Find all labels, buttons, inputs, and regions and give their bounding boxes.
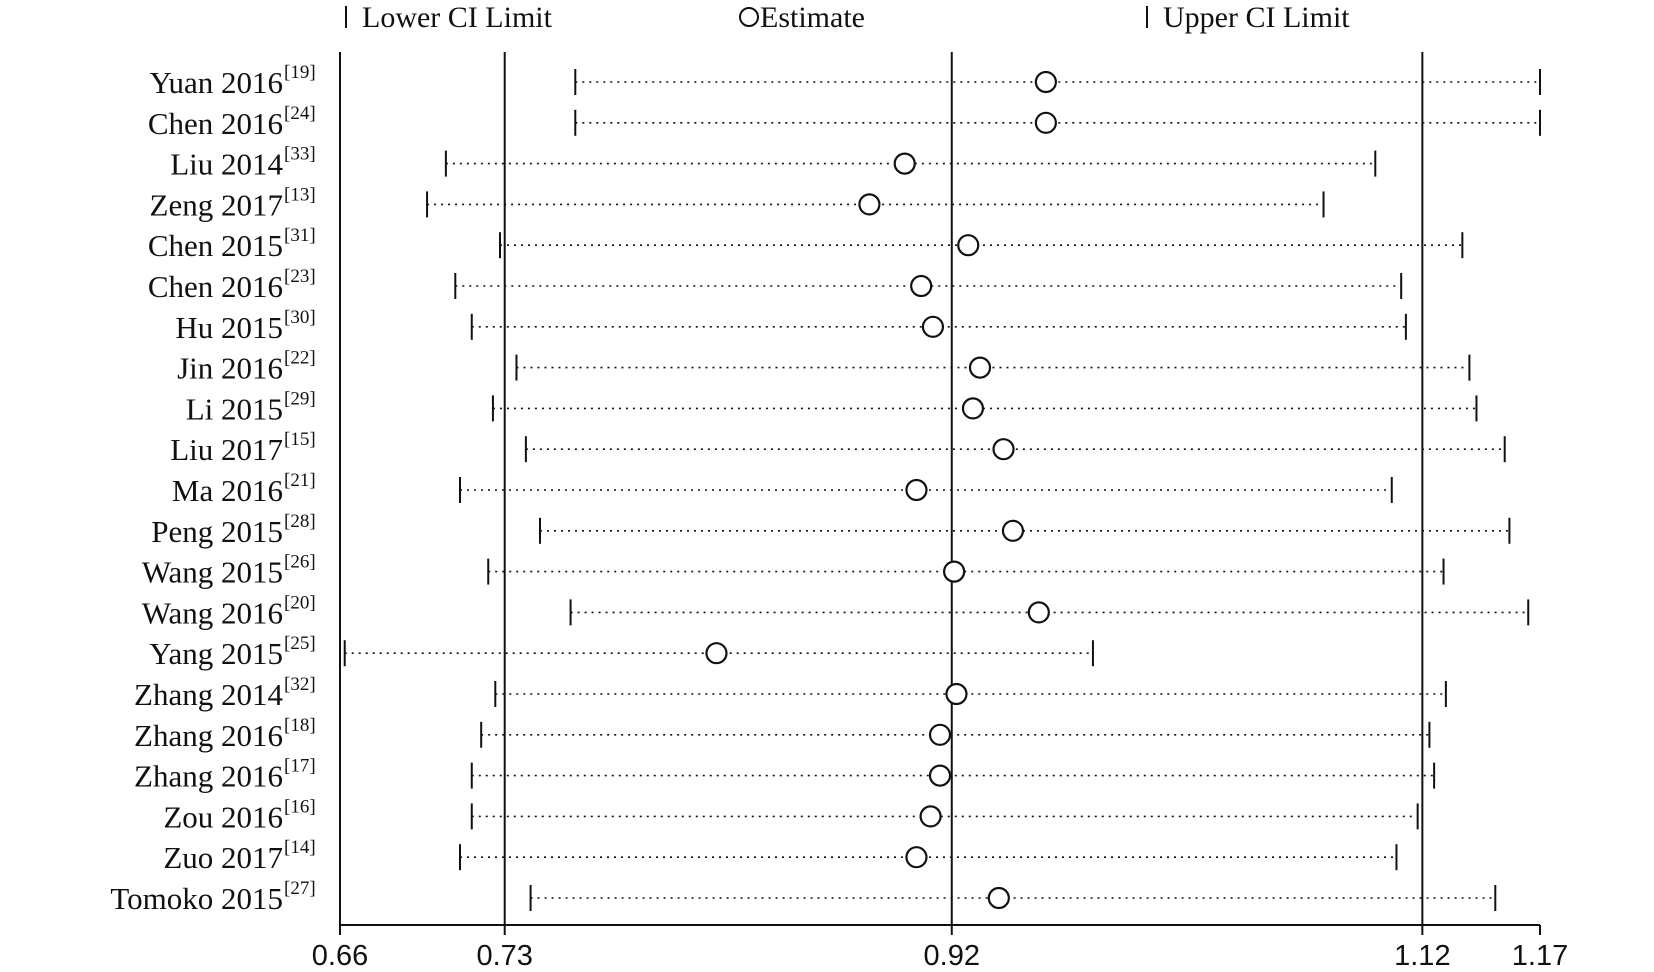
estimate-marker-14 (705, 642, 728, 665)
study-label-8: Li 2015 (186, 391, 283, 426)
legend-lower-label: Lower CI Limit (362, 1, 553, 34)
study-ref-7: [22] (284, 348, 316, 369)
study-label-13: Wang 2016 (142, 595, 283, 630)
estimate-marker-7 (968, 356, 992, 379)
study-label-6: Hu 2015 (175, 310, 283, 345)
study-label-4: Chen 2015 (148, 228, 283, 263)
study-ref-15: [32] (284, 674, 316, 695)
study-ref-10: [21] (284, 470, 316, 491)
legend-estimate-marker (739, 7, 759, 27)
study-ref-5: [23] (284, 266, 316, 287)
study-ref-1: [24] (284, 103, 316, 124)
study-label-9: Liu 2017 (170, 432, 283, 467)
estimate-marker-17 (928, 764, 952, 787)
estimate-marker-11 (1001, 519, 1025, 542)
study-ref-12: [26] (284, 552, 316, 573)
estimate-marker-19 (905, 846, 928, 869)
estimate-marker-20 (987, 886, 1010, 910)
study-label-11: Peng 2015 (151, 514, 283, 549)
estimate-marker-12 (943, 560, 966, 583)
estimate-marker-10 (905, 478, 928, 502)
legend-estimate-label: Estimate (760, 1, 865, 34)
study-ref-14: [25] (284, 633, 316, 654)
estimate-marker-16 (928, 723, 952, 746)
study-ref-8: [29] (284, 388, 316, 409)
study-label-17: Zhang 2016 (134, 759, 283, 794)
study-ref-20: [27] (284, 878, 316, 899)
estimate-marker-0 (1034, 70, 1057, 94)
estimate-marker-18 (919, 805, 942, 828)
estimate-marker-4 (957, 234, 980, 257)
estimate-marker-2 (893, 152, 916, 175)
study-label-14: Yang 2015 (149, 636, 283, 671)
x-tick-label-4: 1.17 (1512, 940, 1568, 972)
study-ref-11: [28] (284, 511, 316, 532)
estimate-marker-6 (921, 315, 945, 338)
study-label-0: Yuan 2016 (150, 65, 283, 100)
x-tick-label-3: 1.12 (1394, 940, 1450, 972)
study-label-10: Ma 2016 (172, 473, 283, 508)
study-ref-6: [30] (284, 307, 316, 328)
estimate-marker-9 (992, 438, 1015, 461)
study-label-3: Zeng 2017 (150, 187, 283, 222)
estimate-marker-5 (910, 274, 933, 298)
estimate-marker-13 (1027, 601, 1050, 624)
study-label-15: Zhang 2014 (134, 677, 283, 712)
study-ref-9: [15] (284, 429, 316, 450)
study-ref-4: [31] (284, 225, 316, 246)
estimate-marker-3 (858, 193, 881, 216)
study-ref-18: [16] (284, 796, 316, 817)
study-label-12: Wang 2015 (142, 555, 283, 590)
study-ref-19: [14] (284, 837, 316, 858)
study-label-1: Chen 2016 (148, 106, 283, 141)
x-tick-label-0: 0.66 (312, 940, 368, 972)
study-label-7: Jin 2016 (177, 351, 283, 386)
x-tick-label-2: 0.92 (924, 940, 980, 972)
study-label-16: Zhang 2016 (134, 718, 283, 753)
study-label-2: Liu 2014 (170, 147, 283, 182)
estimate-marker-1 (1034, 111, 1057, 134)
study-ref-3: [13] (284, 184, 316, 205)
study-label-18: Zou 2016 (163, 799, 283, 834)
study-label-19: Zuo 2017 (163, 840, 283, 875)
study-ref-13: [20] (284, 592, 316, 613)
study-ref-0: [19] (284, 62, 316, 83)
study-ref-17: [17] (284, 756, 316, 777)
study-ref-16: [18] (284, 715, 316, 736)
study-label-20: Tomoko 2015 (110, 881, 283, 916)
study-label-5: Chen 2016 (148, 269, 283, 304)
estimate-marker-15 (945, 682, 968, 706)
legend-upper-label: Upper CI Limit (1163, 1, 1350, 34)
estimate-marker-8 (961, 397, 985, 420)
study-ref-2: [33] (284, 144, 316, 165)
x-tick-label-1: 0.73 (476, 940, 532, 972)
